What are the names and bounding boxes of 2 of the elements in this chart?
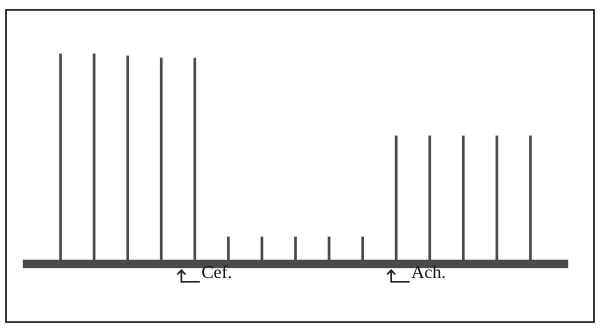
text: Cef.: [202, 265, 231, 278]
text: Ach.: [411, 265, 445, 278]
